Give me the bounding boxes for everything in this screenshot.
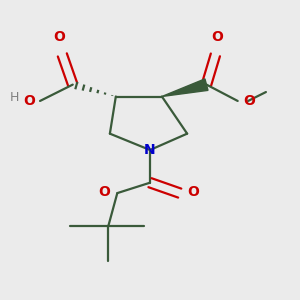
- Polygon shape: [162, 79, 208, 97]
- Text: N: N: [144, 143, 156, 157]
- Text: O: O: [211, 31, 223, 44]
- Text: O: O: [98, 184, 110, 199]
- Text: H: H: [10, 92, 19, 104]
- Text: O: O: [187, 184, 199, 199]
- Text: O: O: [244, 94, 256, 108]
- Text: O: O: [53, 31, 65, 44]
- Text: O: O: [24, 94, 36, 108]
